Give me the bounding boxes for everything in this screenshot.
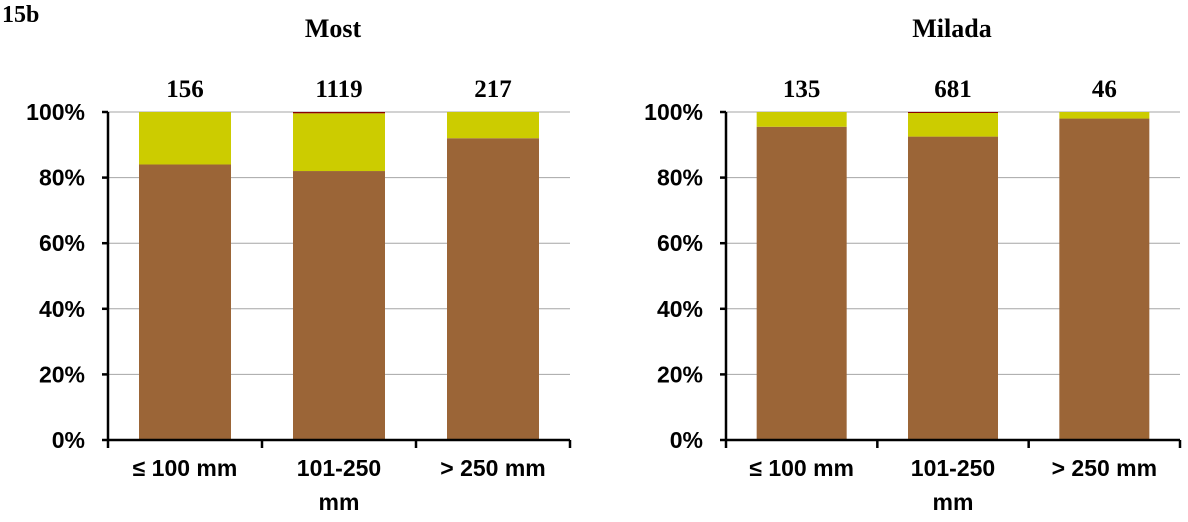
x-category-label: 101-250 <box>911 455 995 481</box>
bar-segment <box>447 138 539 441</box>
y-tick-label: 0% <box>52 427 85 453</box>
bar-segment <box>1059 118 1150 440</box>
x-category-label: ≤ 100 mm <box>133 455 238 481</box>
bar-segment <box>908 112 998 113</box>
y-tick-label: 20% <box>39 361 85 387</box>
x-category-label: > 250 mm <box>440 455 546 481</box>
y-tick-label: 100% <box>26 99 85 125</box>
y-tick-label: 0% <box>670 427 703 453</box>
y-tick-label: 100% <box>644 99 703 125</box>
bar-segment <box>139 112 231 165</box>
y-tick-label: 60% <box>657 230 703 256</box>
bar-count-label: 217 <box>474 76 512 103</box>
bar-count-label: 681 <box>934 76 972 103</box>
chart-title: Milada <box>912 14 991 43</box>
x-category-label: mm <box>319 489 360 515</box>
bar-segment <box>293 112 385 114</box>
bar-segment <box>756 112 847 127</box>
y-tick-label: 60% <box>39 230 85 256</box>
bar-segment <box>1059 112 1150 119</box>
bar-segment <box>447 112 539 139</box>
chart-title: Most <box>305 14 362 43</box>
bar-segment <box>293 171 385 441</box>
bar-segment <box>139 164 231 441</box>
bar-segment <box>908 136 998 440</box>
bar-count-label: 1119 <box>315 76 362 103</box>
y-tick-label: 80% <box>39 165 85 191</box>
y-tick-label: 20% <box>657 361 703 387</box>
bar-segment <box>293 113 385 172</box>
bar-segment <box>908 112 998 137</box>
figure-label: 15b <box>2 2 39 28</box>
bar-count-label: 135 <box>783 76 821 103</box>
bar-count-label: 46 <box>1092 76 1117 103</box>
bar-segment <box>756 126 847 440</box>
y-tick-label: 40% <box>657 296 703 322</box>
y-tick-label: 80% <box>657 165 703 191</box>
chart-milada: Milada 0% 20% 40% 60% 80% 100% 135 ≤ 100 mm 681 1… <box>644 14 1182 515</box>
chart-most: Most 0% 20% 40% 60% 80% 100% 156 ≤ 100 mm 1119 10… <box>26 14 572 515</box>
y-tick-label: 40% <box>39 296 85 322</box>
bar-count-label: 156 <box>166 76 204 103</box>
x-category-label: 101-250 <box>297 455 381 481</box>
x-category-label: > 250 mm <box>1052 455 1158 481</box>
x-category-label: ≤ 100 mm <box>749 455 854 481</box>
x-category-label: mm <box>933 489 974 515</box>
